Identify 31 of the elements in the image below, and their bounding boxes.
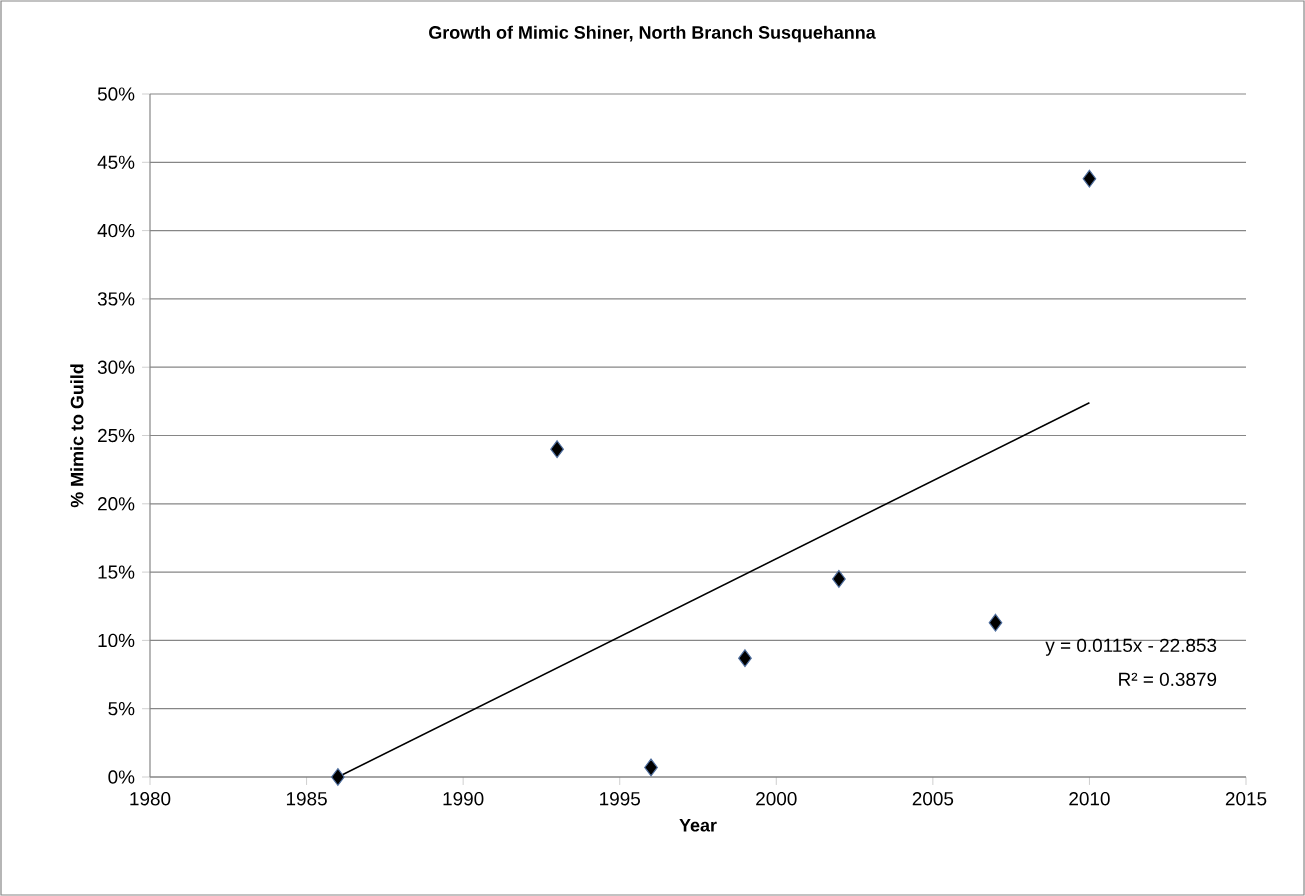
y-tick-label: 30% bbox=[97, 360, 135, 374]
point bbox=[738, 649, 752, 668]
x-tick-label: 2010 bbox=[1069, 792, 1110, 806]
x-tick-label: 2005 bbox=[912, 792, 954, 806]
y-tick-label: 45% bbox=[97, 155, 135, 169]
point bbox=[988, 613, 1003, 632]
y-tick-label: 0% bbox=[108, 770, 135, 784]
y-axis-title: % Mimic to Guild bbox=[70, 364, 84, 508]
x-axis-title: Year bbox=[679, 819, 717, 832]
y-tick-label: 20% bbox=[98, 497, 135, 511]
x-tick-label: 1990 bbox=[443, 792, 484, 806]
point bbox=[331, 768, 345, 786]
y-tick-label: 10% bbox=[98, 633, 135, 648]
y-tick-label: 40% bbox=[97, 223, 135, 238]
annotation: y = 0.0115x - 22.853 bbox=[1045, 638, 1217, 656]
x-tick-label: 1995 bbox=[600, 792, 640, 806]
annotation: R² = 0.3879 bbox=[1119, 672, 1217, 687]
x-tick-label: 1980 bbox=[130, 792, 171, 806]
y-tick-label: 5% bbox=[108, 702, 135, 716]
y-tick-label: 25% bbox=[98, 428, 135, 443]
x-tick-label: 2000 bbox=[756, 792, 797, 806]
point bbox=[644, 758, 658, 777]
y-tick-label: 50% bbox=[97, 87, 135, 101]
x-tick-label: 2015 bbox=[1225, 792, 1267, 806]
y-tick-label: 35% bbox=[97, 292, 135, 306]
x-tick-label: 1985 bbox=[286, 792, 327, 806]
point bbox=[1082, 169, 1097, 188]
point bbox=[832, 569, 846, 588]
y-tick-label: 15% bbox=[98, 565, 135, 579]
point bbox=[550, 440, 564, 459]
chart-title: Growth of Mimic Shiner, North Branch Susquehanna bbox=[429, 25, 876, 43]
